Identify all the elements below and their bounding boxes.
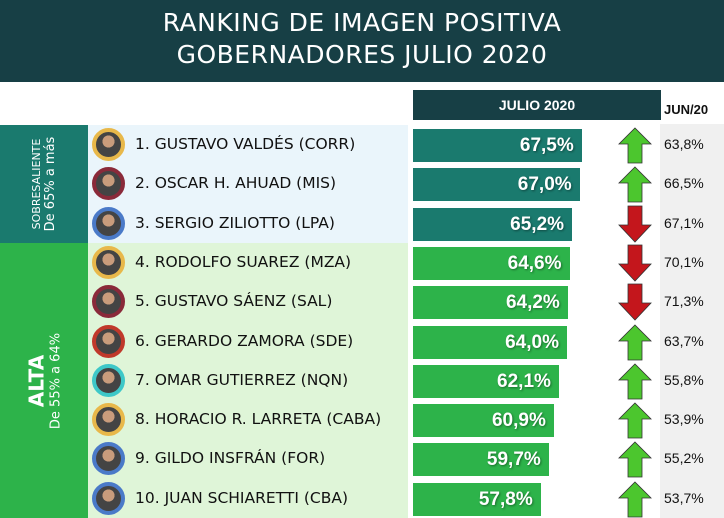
previous-value: 67,1% xyxy=(664,214,704,231)
ranking-row: 8. HORACIO R. LARRETA (CABA) 60,9% 53,9% xyxy=(88,400,704,440)
bar-julio: 57,8% xyxy=(413,482,541,516)
governor-name: 7. OMAR GUTIERREZ (NQN) xyxy=(135,370,349,389)
bar-julio: 62,1% xyxy=(413,364,559,398)
arrow-up-icon xyxy=(618,363,652,400)
bar-julio: 64,6% xyxy=(413,246,570,280)
arrow-up-icon xyxy=(618,166,652,203)
previous-value: 53,9% xyxy=(664,411,704,428)
bar-value-label: 67,0% xyxy=(517,174,572,196)
governor-avatar xyxy=(92,442,125,476)
name-cell xyxy=(88,125,408,165)
bar-value-label: 64,0% xyxy=(505,331,559,353)
governor-name: 5. GUSTAVO SÁENZ (SAL) xyxy=(135,292,333,311)
name-cell xyxy=(88,478,408,518)
governor-avatar xyxy=(92,206,125,240)
name-cell xyxy=(88,282,408,322)
governor-avatar xyxy=(92,403,125,437)
ranking-row: 7. OMAR GUTIERREZ (NQN) 62,1% 55,8% xyxy=(88,360,704,401)
governor-name: 8. HORACIO R. LARRETA (CABA) xyxy=(135,410,382,429)
governor-avatar xyxy=(92,285,125,319)
bar-value-label: 60,9% xyxy=(491,410,546,432)
bar-value-label: 62,1% xyxy=(497,370,551,392)
bar-julio: 60,9% xyxy=(413,404,554,438)
previous-column-background xyxy=(660,124,724,518)
header-julio-2020: JULIO 2020 xyxy=(413,90,661,120)
governor-avatar xyxy=(92,128,125,161)
bar-julio: 59,7% xyxy=(413,443,549,477)
governor-name: 3. SERGIO ZILIOTTO (LPA) xyxy=(135,213,335,232)
governor-name: 10. JUAN SCHIARETTI (CBA) xyxy=(135,488,348,507)
bar-julio: 67,0% xyxy=(413,168,580,202)
bar-julio: 64,2% xyxy=(413,286,568,320)
band-alta: ALTA De 55% a 64% xyxy=(0,243,88,518)
bar-value-label: 57,8% xyxy=(478,488,533,510)
name-cell xyxy=(88,164,408,204)
previous-value: 63,8% xyxy=(664,136,704,152)
previous-value: 66,5% xyxy=(664,175,704,192)
governor-avatar xyxy=(92,245,125,279)
name-cell xyxy=(88,242,408,283)
name-cell xyxy=(88,203,408,244)
previous-value: 71,3% xyxy=(664,293,704,310)
governor-name: 2. OSCAR H. AHUAD (MIS) xyxy=(135,174,337,193)
name-cell xyxy=(88,360,408,401)
bar-value-label: 64,6% xyxy=(507,252,562,274)
band-sobresaliente: SOBRESALIENTE De 65% a más xyxy=(0,125,88,243)
previous-value: 70,1% xyxy=(664,253,704,270)
name-cell xyxy=(88,400,408,440)
bar-value-label: 67,5% xyxy=(519,135,574,156)
previous-value: 55,2% xyxy=(664,450,704,467)
title: RANKING DE IMAGEN POSITIVA GOBERNADORES … xyxy=(0,0,724,82)
governor-name: 6. GERARDO ZAMORA (SDE) xyxy=(135,331,354,350)
arrow-down-icon xyxy=(618,205,652,243)
ranking-row: 2. OSCAR H. AHUAD (MIS) 67,0% 66,5% xyxy=(88,164,704,204)
bar-julio: 65,2% xyxy=(413,207,573,241)
title-line-1: RANKING DE IMAGEN POSITIVA xyxy=(162,8,562,37)
arrow-up-icon xyxy=(618,402,652,439)
name-cell xyxy=(88,321,408,361)
ranking-row: 10. JUAN SCHIARETTI (CBA) 57,8% 53,7% xyxy=(88,478,704,518)
arrow-up-icon xyxy=(618,323,652,360)
band-label: ALTA xyxy=(24,354,49,407)
ranking-row: 1. GUSTAVO VALDÉS (CORR) 67,5% 63,8% xyxy=(88,125,704,165)
governor-avatar xyxy=(92,167,125,201)
previous-value: 63,7% xyxy=(664,332,704,349)
governor-name: 9. GILDO INSFRÁN (FOR) xyxy=(135,449,326,468)
header-jun-20: JUN/20 xyxy=(664,102,709,117)
governor-name: 4. RODOLFO SUAREZ (MZA) xyxy=(135,252,352,271)
title-line-2: GOBERNADORES JULIO 2020 xyxy=(176,40,548,69)
previous-value: 55,8% xyxy=(664,371,704,388)
ranking-row: 9. GILDO INSFRÁN (FOR) 59,7% 55,2% xyxy=(88,439,704,479)
ranking-row: 3. SERGIO ZILIOTTO (LPA) 65,2% 67,1% xyxy=(88,203,704,244)
name-cell xyxy=(88,439,408,479)
governor-name: 1. GUSTAVO VALDÉS (CORR) xyxy=(135,135,356,153)
arrow-up-icon xyxy=(618,481,652,518)
previous-value: 53,7% xyxy=(664,489,704,506)
bar-value-label: 64,2% xyxy=(505,292,560,314)
arrow-up-icon xyxy=(618,441,652,478)
ranking-row: 6. GERARDO ZAMORA (SDE) 64,0% 63,7% xyxy=(88,321,704,361)
bar-value-label: 65,2% xyxy=(510,213,565,235)
band-label: SOBRESALIENTE xyxy=(30,138,43,230)
bar-julio: 64,0% xyxy=(413,325,567,359)
band-range: De 55% a 64% xyxy=(48,332,64,429)
arrow-up-icon xyxy=(618,127,652,164)
band-range: De 65% a más xyxy=(43,136,58,232)
bar-julio: 67,5% xyxy=(413,129,582,162)
governor-avatar xyxy=(92,363,125,397)
governor-avatar xyxy=(92,481,125,515)
governor-avatar xyxy=(92,324,125,358)
ranking-row: 4. RODOLFO SUAREZ (MZA) 64,6% 70,1% xyxy=(88,242,704,283)
ranking-row: 5. GUSTAVO SÁENZ (SAL) 64,2% 71,3% xyxy=(88,282,704,322)
arrow-down-icon xyxy=(618,283,652,321)
bar-value-label: 59,7% xyxy=(486,449,541,471)
arrow-down-icon xyxy=(618,244,652,282)
